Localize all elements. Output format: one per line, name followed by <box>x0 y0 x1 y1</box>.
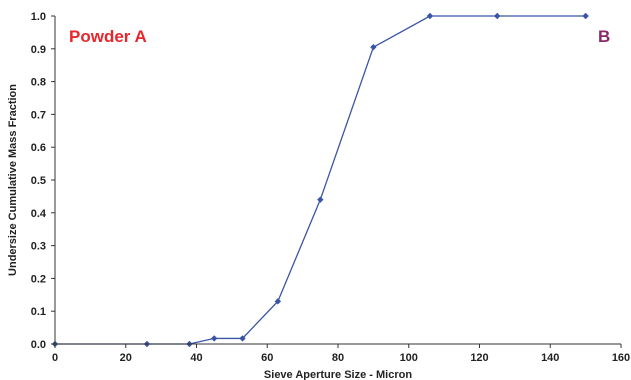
y-axis-ticks: 0.0 0.1 0.2 0.3 0.4 0.5 0.6 0.7 0.8 0.9 1.0 <box>31 11 55 351</box>
y-tick-label: 0.5 <box>31 175 46 187</box>
x-tick-label: 0 <box>52 352 58 364</box>
y-tick-label: 0.7 <box>31 109 46 121</box>
y-tick-label: 0.8 <box>31 77 46 89</box>
annotation-powder-label: Powder A <box>69 27 147 46</box>
x-tick-label: 40 <box>190 352 202 364</box>
data-point <box>426 12 434 20</box>
x-tick-label: 140 <box>541 352 559 364</box>
annotation-panel-label: B <box>598 27 610 46</box>
data-point <box>239 335 246 342</box>
x-tick-label: 80 <box>332 352 344 364</box>
data-point <box>274 298 282 305</box>
x-tick-label: 120 <box>470 352 488 364</box>
data-point <box>493 12 501 20</box>
y-tick-label: 0.0 <box>31 339 46 351</box>
y-tick-label: 0.2 <box>31 273 46 285</box>
data-point <box>370 43 377 51</box>
x-axis-title: Sieve Aperture Size - Micron <box>264 369 412 380</box>
x-tick-label: 100 <box>400 352 418 364</box>
data-point <box>582 12 589 20</box>
x-tick-label: 160 <box>612 352 630 364</box>
data-point <box>317 196 324 203</box>
y-tick-label: 0.1 <box>31 306 46 318</box>
x-tick-label: 20 <box>120 352 132 364</box>
y-tick-label: 0.6 <box>31 142 46 154</box>
y-tick-label: 0.3 <box>31 241 46 253</box>
y-tick-label: 0.4 <box>31 208 47 220</box>
data-point <box>210 335 218 342</box>
y-axis-title: Undersize Cumulative Mass Fraction <box>7 84 19 276</box>
y-tick-label: 0.9 <box>31 44 46 56</box>
x-axis-ticks: 0 20 40 60 80 100 120 140 160 <box>52 344 630 364</box>
x-tick-label: 60 <box>261 352 273 364</box>
y-tick-label: 1.0 <box>31 11 46 23</box>
plot-background <box>55 16 621 344</box>
